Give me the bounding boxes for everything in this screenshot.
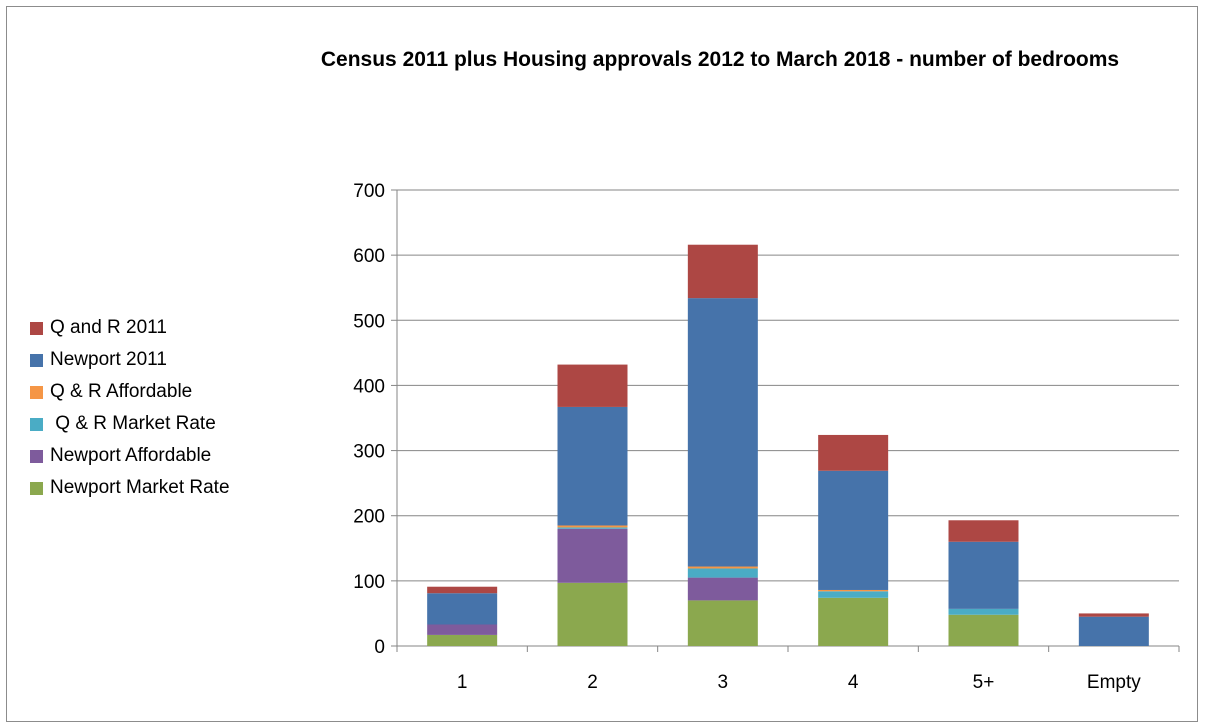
legend-label: Newport Market Rate xyxy=(50,477,230,498)
y-tick-label: 100 xyxy=(353,572,385,593)
y-tick-label: 300 xyxy=(353,442,385,463)
legend-swatch xyxy=(30,449,43,463)
chart-title: Census 2011 plus Housing approvals 2012 … xyxy=(320,48,1120,71)
legend-item: Q and R 2011 xyxy=(30,312,230,344)
bar-segment-q-r-affordable xyxy=(557,525,628,528)
y-tick-label: 400 xyxy=(353,376,385,397)
bar-segment-q-and-r-2011 xyxy=(687,244,758,299)
bar-segment-q-r-market-rate xyxy=(557,527,628,529)
x-tick-label: 1 xyxy=(457,672,468,693)
legend-item: Newport Affordable xyxy=(30,440,230,472)
bar-segment-q-r-affordable xyxy=(687,566,758,569)
bar-segment-newport-market-rate xyxy=(687,600,758,646)
bar-segment-q-r-market-rate xyxy=(818,591,889,598)
y-tick-label: 200 xyxy=(353,507,385,528)
bar-segment-q-and-r-2011 xyxy=(818,434,889,471)
bar-segment-newport-2011 xyxy=(818,470,889,590)
bar-segment-newport-2011 xyxy=(687,298,758,567)
y-tick-label: 600 xyxy=(353,246,385,267)
bar-segment-q-r-affordable xyxy=(818,589,889,592)
bar-segment-q-and-r-2011 xyxy=(557,364,628,407)
legend-item: Newport Market Rate xyxy=(30,472,230,504)
legend-swatch xyxy=(30,385,43,399)
legend-label: Newport 2011 xyxy=(50,349,167,370)
bar-segment-newport-market-rate xyxy=(818,597,889,646)
bar-segment-q-r-market-rate xyxy=(948,608,1019,615)
legend-label: Q & R Market Rate xyxy=(50,413,216,434)
bar-segment-newport-2011 xyxy=(1078,616,1149,646)
bar-segment-newport-2011 xyxy=(427,593,498,625)
x-tick-label: 5+ xyxy=(973,672,995,693)
bar-segment-q-and-r-2011 xyxy=(427,586,498,594)
legend-label: Newport Affordable xyxy=(50,445,212,466)
x-tick-label: 4 xyxy=(848,672,859,693)
bar-segment-newport-affordable xyxy=(557,528,628,583)
legend-label: Q & R Affordable xyxy=(50,381,193,402)
legend-swatch xyxy=(30,481,43,495)
bar-segment-newport-2011 xyxy=(948,541,1019,609)
bar-segment-q-and-r-2011 xyxy=(948,520,1019,542)
y-tick-label: 500 xyxy=(353,311,385,332)
legend-item: Q & R Affordable xyxy=(30,376,230,408)
legend-item: Q & R Market Rate xyxy=(30,408,230,440)
bar-segment-q-r-market-rate xyxy=(687,568,758,578)
bar-segment-newport-market-rate xyxy=(948,614,1019,646)
legend-swatch xyxy=(30,417,43,431)
bar-segment-q-and-r-2011 xyxy=(1078,613,1149,617)
y-tick-label: 0 xyxy=(374,637,385,658)
bar-segment-newport-market-rate xyxy=(427,634,498,646)
legend-item: Newport 2011 xyxy=(30,344,230,376)
legend-swatch xyxy=(30,321,43,335)
legend-label: Q and R 2011 xyxy=(50,317,167,338)
y-tick-label: 700 xyxy=(353,181,385,202)
bar-segment-newport-2011 xyxy=(557,406,628,526)
x-tick-label: Empty xyxy=(1087,672,1141,693)
bar-segment-newport-affordable xyxy=(687,577,758,601)
legend-swatch xyxy=(30,353,43,367)
legend: Q and R 2011 Newport 2011 Q & R Affordable… xyxy=(30,312,230,504)
x-tick-label: 2 xyxy=(587,672,598,693)
bar-segment-newport-affordable xyxy=(427,624,498,635)
bar-segment-newport-market-rate xyxy=(557,582,628,646)
x-tick-label: 3 xyxy=(718,672,729,693)
